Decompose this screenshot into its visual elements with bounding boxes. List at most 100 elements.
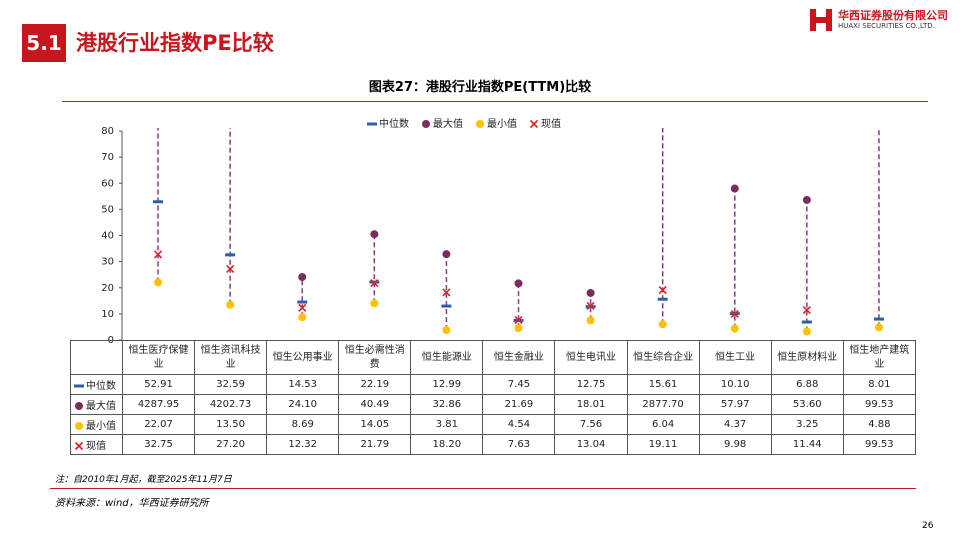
point xyxy=(370,230,379,239)
category-label: 恒生金融业 xyxy=(482,340,556,375)
value-cell: 11.44 xyxy=(770,434,844,455)
legend-marker xyxy=(529,119,539,129)
value-cell: 52.91 xyxy=(121,374,196,395)
value-cell: 21.79 xyxy=(338,434,412,455)
value-cell: 99.53 xyxy=(842,394,916,415)
category-label: 恒生电讯业 xyxy=(554,340,628,375)
x-stroke xyxy=(514,316,523,325)
value-cell: 27.20 xyxy=(194,434,268,455)
point xyxy=(658,286,667,295)
point xyxy=(226,264,235,274)
value-cell: 3.25 xyxy=(770,414,844,435)
x-stroke xyxy=(370,279,379,288)
y-tick-label: 40 xyxy=(101,231,114,242)
x-stroke xyxy=(802,306,811,315)
x-stroke xyxy=(658,286,667,295)
value-cell: 2877.70 xyxy=(626,394,700,415)
legend-marker xyxy=(422,120,430,128)
value-cell: 7.56 xyxy=(554,414,628,435)
section-number: 5.1 xyxy=(22,24,66,62)
value-cell: 4202.73 xyxy=(194,394,268,415)
value-cell: 13.50 xyxy=(194,414,268,435)
x-stroke xyxy=(442,288,451,297)
point xyxy=(298,303,307,312)
value-cell: 8.01 xyxy=(842,374,916,395)
point xyxy=(370,299,379,308)
point xyxy=(802,195,811,204)
point xyxy=(730,184,739,193)
value-cell: 7.63 xyxy=(482,434,556,455)
point xyxy=(875,76,883,84)
value-cell: 3.81 xyxy=(410,414,484,435)
page-number: 26 xyxy=(922,521,934,531)
value-cell: 19.11 xyxy=(626,434,700,455)
x-stroke xyxy=(529,119,539,129)
value-cell: 32.75 xyxy=(121,434,196,455)
value-cell: 40.49 xyxy=(338,394,412,415)
point xyxy=(442,250,451,259)
x-stroke xyxy=(875,76,882,83)
y-tick-label: 30 xyxy=(101,257,114,268)
marker xyxy=(75,422,83,430)
value-cell: 14.53 xyxy=(266,374,340,395)
slide-title: 港股行业指数PE比较 xyxy=(76,31,274,55)
divider xyxy=(50,488,916,489)
value-cell: 4.37 xyxy=(698,414,772,435)
value-cell: 21.69 xyxy=(482,394,556,415)
point xyxy=(730,309,739,318)
row-label: 中位数 xyxy=(70,374,123,395)
point xyxy=(442,326,451,335)
point xyxy=(658,320,667,329)
category-label: 恒生能源业 xyxy=(410,340,484,375)
row-label: 现值 xyxy=(70,434,123,455)
divider xyxy=(62,101,928,102)
value-cell: 22.19 xyxy=(338,374,412,395)
category-label: 恒生工业 xyxy=(698,340,772,375)
point xyxy=(586,316,595,325)
value-cell: 24.10 xyxy=(266,394,340,415)
point xyxy=(514,279,523,288)
value-cell: 15.61 xyxy=(626,374,700,395)
category-label: 恒生公用事业 xyxy=(266,340,340,375)
x-stroke xyxy=(298,303,307,312)
note: 注：自2010年1月起，截至2025年11月7日 xyxy=(55,475,232,485)
value-cell: 12.75 xyxy=(554,374,628,395)
company-name: 华西证券股份有限公司 xyxy=(838,9,948,22)
point xyxy=(514,316,523,325)
y-tick-label: 50 xyxy=(101,204,114,215)
value-cell: 4.54 xyxy=(482,414,556,435)
x-stroke xyxy=(153,250,163,259)
value-cell: 99.53 xyxy=(842,434,916,455)
y-tick-label: 80 xyxy=(101,126,114,137)
y-tick-label: 60 xyxy=(101,178,114,189)
point xyxy=(153,250,163,259)
value-cell: 13.04 xyxy=(554,434,628,455)
point xyxy=(874,323,883,332)
point xyxy=(586,288,595,297)
point xyxy=(802,327,811,336)
value-cell: 32.86 xyxy=(410,394,484,415)
value-cell: 6.04 xyxy=(626,414,700,435)
source: 资料来源：wind，华西证券研究所 xyxy=(55,498,209,509)
legend-marker xyxy=(75,422,83,430)
point xyxy=(226,300,235,309)
value-cell: 12.99 xyxy=(410,374,484,395)
value-cell: 14.05 xyxy=(338,414,412,435)
marker xyxy=(75,402,83,410)
category-label: 恒生资讯科技业 xyxy=(194,340,268,375)
point xyxy=(154,278,163,287)
data-table: 恒生医疗保健业 恒生资讯科技业 恒生公用事业 恒生必需性消费 恒生能源业 恒生金融业 恒生电… xyxy=(70,340,916,455)
value-cell: 4.88 xyxy=(842,414,916,435)
y-tick-label: 70 xyxy=(101,152,114,163)
row-label: 最小值 xyxy=(70,414,123,435)
category-label: 恒生综合企业 xyxy=(626,340,700,375)
legend-label: 现值 xyxy=(541,117,561,130)
legend-marker xyxy=(74,384,84,388)
point xyxy=(442,288,451,297)
legend-marker xyxy=(75,402,83,410)
value-cell: 18.01 xyxy=(554,394,628,415)
legend-marker xyxy=(476,120,484,128)
point xyxy=(802,306,811,315)
